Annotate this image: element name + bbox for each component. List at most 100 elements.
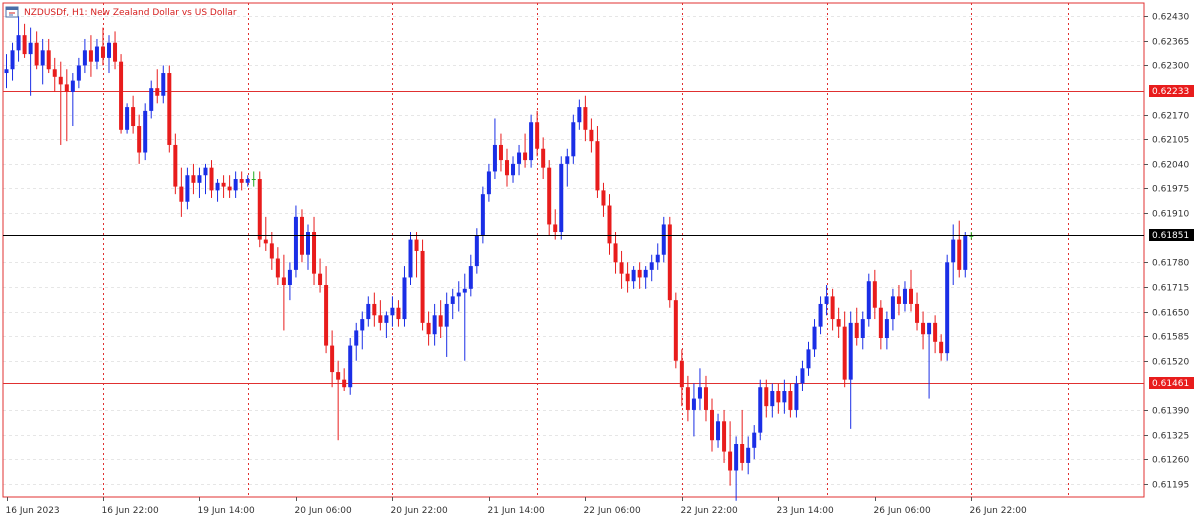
candle xyxy=(76,57,81,89)
candle-body xyxy=(34,42,39,66)
candle xyxy=(318,258,323,293)
chart-window-icon[interactable] xyxy=(5,6,19,18)
y-tick-label: 0.61325 xyxy=(1152,432,1189,442)
candle xyxy=(257,171,262,248)
candle xyxy=(866,273,871,327)
candle-body xyxy=(969,235,974,237)
x-tick-label: 23 Jun 14:00 xyxy=(777,506,834,516)
candle xyxy=(529,114,534,168)
candle xyxy=(770,383,775,418)
candle xyxy=(366,296,371,327)
y-tick-label: 0.61910 xyxy=(1152,210,1189,220)
candle-body xyxy=(318,273,323,286)
candle xyxy=(456,281,461,312)
candle-body xyxy=(758,387,763,433)
candle-body xyxy=(450,296,455,304)
candle-body xyxy=(4,69,9,74)
candle-body xyxy=(173,144,178,187)
candle xyxy=(806,341,811,376)
candle-body xyxy=(330,345,335,373)
x-tick-label: 16 Jun 22:00 xyxy=(102,506,159,516)
candle xyxy=(293,205,298,278)
candle xyxy=(143,103,148,161)
candle xyxy=(113,31,118,70)
candle-body xyxy=(215,182,220,191)
candle-body xyxy=(770,391,775,407)
candle xyxy=(245,175,250,187)
candle xyxy=(589,118,594,153)
candle xyxy=(324,266,329,354)
candle xyxy=(746,436,751,475)
candle-body xyxy=(740,444,745,463)
candle-body xyxy=(776,391,781,403)
price-badges: 0.62233 0.61461 0.61851 xyxy=(1149,85,1194,389)
candle-body xyxy=(667,224,672,301)
candle xyxy=(444,292,449,357)
candle-body xyxy=(486,171,491,195)
candle-body xyxy=(366,303,371,320)
candle-body xyxy=(607,205,612,244)
candle xyxy=(782,379,787,414)
candle xyxy=(927,322,932,399)
candle-body xyxy=(631,269,636,282)
candle xyxy=(468,254,473,297)
candle-body xyxy=(52,69,57,77)
candle xyxy=(52,57,57,92)
candle xyxy=(758,379,763,441)
price-badge-label: 0.61461 xyxy=(1152,379,1189,389)
y-tick-label: 0.62430 xyxy=(1152,13,1189,23)
candle xyxy=(776,383,781,414)
candle-body xyxy=(782,391,787,403)
candle xyxy=(818,296,823,335)
candle-body xyxy=(872,281,877,308)
candle xyxy=(571,114,576,164)
candle xyxy=(239,171,244,191)
y-tick-label: 0.61585 xyxy=(1152,333,1189,343)
candle xyxy=(890,288,895,331)
candle xyxy=(631,266,636,289)
y-tick-label: 0.61520 xyxy=(1152,358,1189,368)
candle-body xyxy=(239,179,244,183)
price-axis[interactable]: 0.62430 0.62365 0.62300 0.62170 0.62105 0.620… xyxy=(1144,13,1189,491)
candle xyxy=(830,288,835,331)
candle xyxy=(330,330,335,388)
candle xyxy=(336,360,341,441)
candle xyxy=(450,288,455,320)
candle-body xyxy=(649,262,654,270)
candle-body xyxy=(553,224,558,233)
candle-body xyxy=(28,42,33,55)
candle xyxy=(812,319,817,357)
candle-body xyxy=(691,398,696,410)
candle xyxy=(710,398,715,452)
candle xyxy=(179,167,184,217)
candle-body xyxy=(197,175,202,183)
time-axis[interactable]: 16 Jun 2023 16 Jun 22:00 19 Jun 14:00 20 Ju… xyxy=(6,497,1027,516)
candle xyxy=(872,269,877,320)
candle-body xyxy=(191,175,196,183)
candle-body xyxy=(402,277,407,320)
candle xyxy=(119,54,124,134)
candle-body xyxy=(22,35,27,55)
candle xyxy=(842,311,847,388)
candle-body xyxy=(287,269,292,286)
candle-body xyxy=(58,76,63,85)
candle xyxy=(535,110,540,157)
x-tick-label: 16 Jun 2023 xyxy=(6,506,60,516)
candle-body xyxy=(504,160,509,176)
candle xyxy=(553,209,558,240)
candle xyxy=(613,232,618,274)
candle xyxy=(957,220,962,278)
candle xyxy=(100,27,105,66)
candle xyxy=(577,99,582,130)
candle xyxy=(408,232,413,286)
candle xyxy=(951,224,956,286)
chart-symbol-title: NZDUSDf, H1: New Zealand Dollar vs US Do… xyxy=(24,8,237,18)
candle-body xyxy=(830,296,835,320)
candle xyxy=(209,160,214,198)
y-tick-label: 0.61715 xyxy=(1152,284,1189,294)
candle-body xyxy=(378,315,383,323)
candle xyxy=(46,38,51,74)
candle-body xyxy=(125,107,130,130)
y-tick-label: 0.61780 xyxy=(1152,259,1189,269)
